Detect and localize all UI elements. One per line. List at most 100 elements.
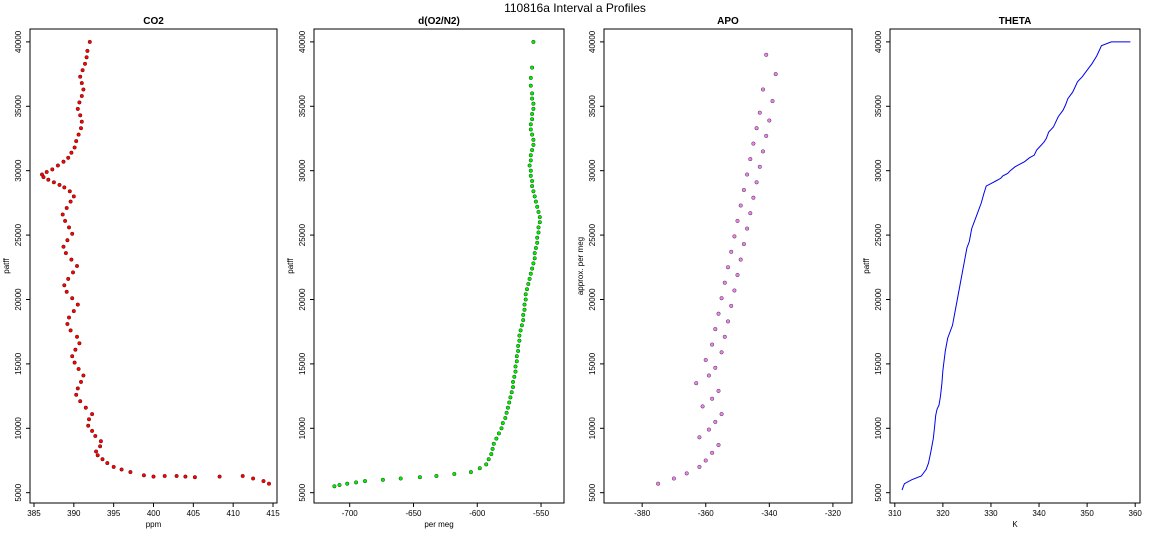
data-point-1-0-12	[484, 462, 489, 467]
data-point-0-0-67	[50, 167, 55, 172]
data-point-0-0-61	[57, 182, 62, 187]
data-point-2-0-39	[741, 188, 746, 192]
y-tick-label-3-3: 20000	[874, 288, 883, 311]
data-point-0-0-25	[83, 405, 88, 410]
y-tick-label-3-5: 30000	[874, 159, 883, 182]
y-tick-label-1-5: 30000	[298, 159, 307, 182]
data-point-0-0-82	[79, 81, 84, 86]
data-point-0-0-75	[79, 126, 83, 131]
data-point-1-0-70	[527, 163, 532, 168]
data-point-1-0-80	[530, 112, 535, 116]
x-tick-label-2-3: -320	[825, 509, 842, 518]
data-point-0-0-43	[64, 289, 69, 294]
x-tick-label-0-1: 390	[67, 509, 81, 518]
data-point-0-0-52	[70, 231, 75, 236]
data-point-0-0-36	[75, 334, 79, 339]
data-point-1-0-1	[337, 483, 342, 487]
x-axis-label-1: per meg	[424, 520, 453, 529]
data-point-1-0-74	[531, 142, 536, 147]
data-point-2-0-44	[761, 149, 765, 154]
data-point-2-0-5	[710, 450, 715, 455]
y-tick-label-1-2: 15000	[298, 352, 307, 375]
data-point-1-0-49	[528, 271, 533, 276]
data-point-1-0-82	[531, 101, 536, 106]
data-point-0-0-44	[62, 283, 67, 288]
data-point-1-0-66	[530, 184, 535, 189]
y-tick-label-0-4: 25000	[14, 223, 23, 246]
data-point-0-0-47	[75, 264, 79, 268]
y-tick-label-2-6: 35000	[588, 95, 597, 118]
data-point-0-0-2	[251, 476, 256, 481]
data-point-0-0-69	[61, 159, 66, 164]
x-tick-label-1-3: -550	[533, 509, 550, 518]
data-point-1-0-88	[531, 39, 536, 44]
data-point-1-0-4	[363, 479, 367, 484]
data-point-2-0-9	[713, 419, 718, 424]
data-point-1-0-26	[509, 390, 514, 395]
data-point-0-0-53	[67, 225, 71, 230]
data-point-2-0-11	[700, 404, 705, 409]
data-point-0-0-41	[75, 302, 80, 307]
data-point-1-0-8	[434, 474, 439, 478]
data-point-1-0-67	[530, 179, 535, 183]
data-point-1-0-20	[500, 421, 505, 426]
data-point-1-0-39	[519, 323, 524, 328]
data-point-1-0-9	[452, 472, 457, 476]
data-point-1-0-16	[491, 441, 496, 446]
data-point-0-0-42	[70, 296, 75, 301]
y-tick-label-1-7: 40000	[298, 30, 307, 53]
data-point-0-0-24	[90, 412, 95, 417]
data-point-2-0-1	[671, 476, 676, 481]
data-point-1-0-32	[514, 359, 519, 364]
data-point-0-0-6	[183, 474, 188, 479]
data-point-1-0-31	[513, 364, 518, 369]
data-point-2-0-3	[697, 464, 702, 469]
data-point-2-0-7	[697, 435, 702, 440]
data-point-1-0-63	[533, 199, 538, 204]
y-axis-label-1: patff	[286, 258, 295, 274]
data-point-2-0-24	[729, 303, 734, 308]
x-tick-label-3-2: 330	[984, 509, 998, 518]
data-point-1-0-34	[516, 349, 521, 353]
data-point-0-0-74	[76, 132, 81, 137]
data-point-0-0-77	[78, 113, 83, 118]
data-point-1-0-40	[521, 318, 526, 323]
data-point-2-0-41	[745, 172, 750, 177]
data-point-0-0-60	[62, 185, 67, 190]
data-point-1-0-87	[530, 65, 535, 70]
data-point-1-0-71	[528, 158, 533, 163]
data-point-1-0-5	[380, 477, 385, 482]
data-point-0-0-68	[55, 163, 60, 168]
data-point-0-0-23	[87, 417, 91, 422]
data-point-1-0-37	[517, 333, 522, 338]
data-point-0-0-13	[111, 464, 116, 469]
y-tick-label-1-0: 5000	[298, 483, 307, 501]
data-point-2-0-14	[694, 381, 699, 386]
data-point-2-0-50	[770, 99, 775, 104]
y-axis-label-2: approx. per meg	[576, 237, 585, 295]
data-point-0-0-49	[63, 251, 68, 256]
data-point-0-0-18	[98, 444, 103, 449]
data-point-1-0-11	[477, 466, 482, 471]
data-point-0-0-28	[75, 386, 80, 391]
data-point-1-0-18	[496, 431, 501, 436]
data-point-0-0-21	[90, 428, 95, 433]
y-tick-label-1-1: 10000	[298, 417, 307, 440]
data-point-1-0-78	[528, 122, 533, 127]
data-point-1-0-77	[528, 127, 533, 132]
data-point-0-0-87	[85, 48, 90, 53]
data-point-1-0-3	[354, 480, 359, 485]
data-point-0-0-3	[240, 474, 245, 478]
data-point-1-0-43	[522, 302, 527, 307]
data-point-1-0-19	[499, 426, 504, 431]
y-tick-label-3-0: 5000	[874, 483, 883, 501]
x-tick-label-0-0: 385	[27, 509, 41, 518]
data-point-1-0-35	[516, 343, 521, 348]
data-point-2-0-52	[773, 72, 778, 77]
data-point-1-0-61	[536, 209, 541, 214]
data-point-1-0-56	[535, 235, 540, 240]
data-point-2-0-19	[710, 342, 715, 347]
data-point-1-0-22	[504, 410, 509, 415]
x-tick-label-0-3: 400	[147, 509, 161, 518]
